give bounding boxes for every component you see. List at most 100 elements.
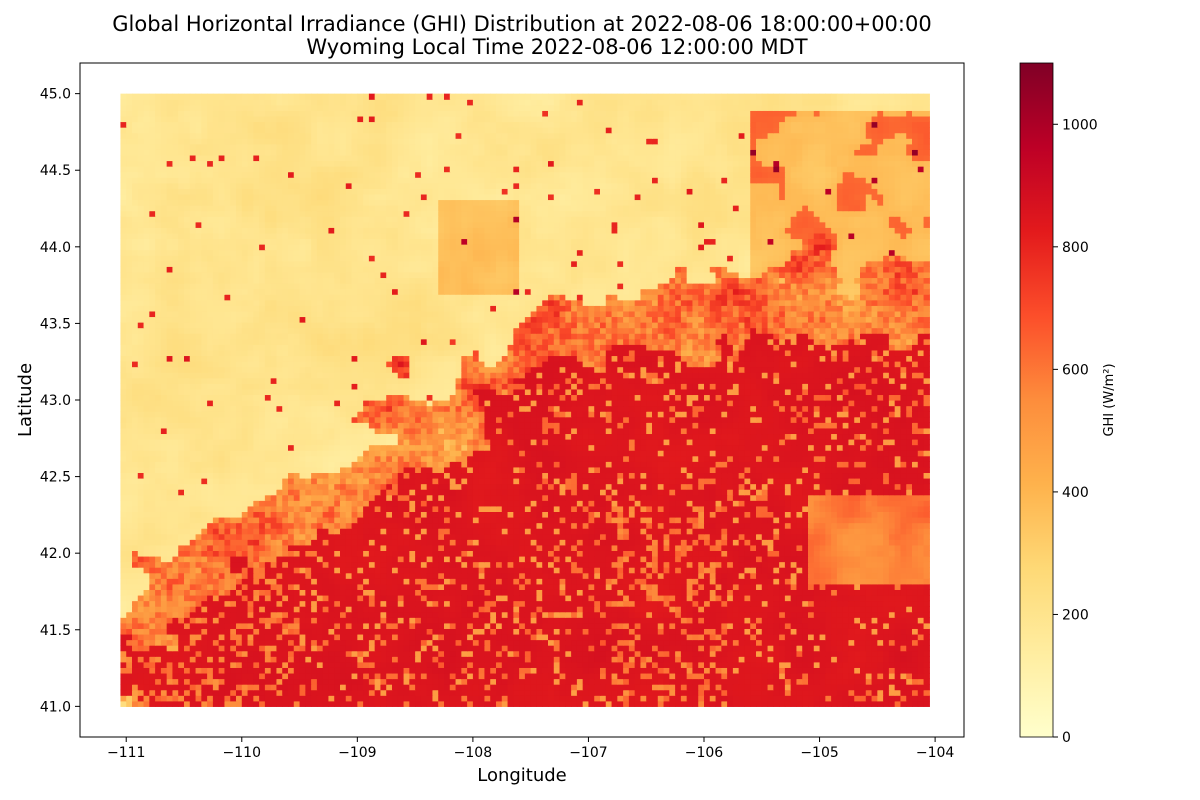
heatmap-cell [374, 583, 382, 590]
heatmap-cell [542, 572, 549, 579]
heatmap-cell [565, 589, 572, 596]
heatmap-cell [842, 589, 850, 596]
heatmap-cell [779, 656, 786, 663]
heatmap-cell [779, 589, 786, 596]
heatmap-cell [160, 650, 168, 657]
heatmap-cell [519, 511, 526, 518]
heatmap-cell [490, 650, 497, 657]
heatmap-cell [484, 611, 491, 618]
heatmap-cell [605, 617, 613, 624]
heatmap-cell [773, 528, 780, 535]
heatmap-cell [264, 539, 272, 546]
heatmap-cell [542, 594, 549, 602]
heatmap-cell [594, 650, 601, 657]
heatmap-cell [386, 516, 393, 524]
heatmap-cell [640, 600, 647, 607]
heatmap-cell [299, 667, 306, 674]
heatmap-cell [149, 617, 156, 624]
heatmap-cell [143, 700, 150, 707]
heatmap-cell [143, 678, 150, 685]
heatmap-cell [288, 622, 295, 629]
heatmap-cell [386, 589, 393, 596]
heatmap-cell [311, 555, 318, 563]
heatmap-cell [588, 667, 595, 674]
heatmap-cell [264, 678, 272, 685]
heatmap-cell [860, 661, 867, 668]
heatmap-cell [750, 650, 757, 657]
heatmap-cell [756, 689, 763, 696]
heatmap-cell [646, 544, 653, 551]
heatmap-cell [652, 567, 659, 574]
heatmap-cell [247, 700, 254, 707]
heatmap-cell [311, 611, 318, 618]
heatmap-cell [842, 628, 850, 635]
heatmap-cell [779, 667, 786, 674]
heatmap-cell [542, 661, 549, 668]
heatmap-cell [132, 550, 139, 557]
heatmap-cell [259, 600, 266, 607]
heatmap-cell [351, 511, 358, 518]
heatmap-cell [813, 700, 821, 707]
heatmap-cell [126, 650, 133, 657]
heatmap-cell [524, 700, 532, 707]
heatmap-cell [212, 578, 220, 585]
heatmap-cell [617, 684, 624, 691]
heatmap-cell [860, 606, 867, 613]
heatmap-cell [201, 700, 208, 707]
heatmap-cell [640, 539, 647, 546]
heatmap-cell [264, 645, 272, 652]
heatmap-cell [617, 622, 624, 629]
heatmap-cell [628, 650, 636, 657]
heatmap-cell [565, 555, 572, 563]
heatmap-cell [675, 617, 682, 624]
heatmap-cell [634, 639, 642, 646]
heatmap-cell [189, 645, 197, 652]
heatmap-cell [426, 572, 434, 579]
heatmap-cell [912, 544, 919, 551]
heatmap-cell [600, 700, 607, 707]
heatmap-cell [357, 684, 364, 691]
heatmap-cell [311, 639, 318, 646]
heatmap-cell [513, 622, 520, 629]
heatmap-cell [559, 594, 566, 602]
heatmap-cell [253, 567, 260, 574]
heatmap-cell [571, 533, 578, 540]
heatmap-cell [542, 611, 549, 618]
heatmap-cell [207, 522, 214, 529]
heatmap-cell [455, 700, 462, 707]
heatmap-cell [461, 539, 468, 546]
heatmap-cell [854, 567, 861, 574]
heatmap-cell [392, 544, 399, 551]
heatmap-cell [363, 583, 370, 590]
heatmap-cell [293, 611, 301, 618]
heatmap-cell [548, 639, 555, 646]
heatmap-cell [883, 578, 890, 585]
heatmap-cell [802, 684, 809, 691]
heatmap-cell [906, 633, 913, 641]
heatmap-cell [374, 661, 382, 668]
heatmap-cell [825, 606, 832, 613]
heatmap-cell [542, 667, 549, 674]
heatmap-cell [409, 645, 416, 652]
heatmap-cell [392, 533, 399, 540]
heatmap-cell [790, 539, 798, 546]
heatmap-cell [270, 578, 278, 585]
heatmap-cell [189, 633, 197, 641]
heatmap-cell [773, 622, 780, 629]
heatmap-cell [316, 533, 324, 540]
heatmap-cell [732, 633, 740, 641]
heatmap-cell [155, 589, 162, 596]
heatmap-cell [345, 611, 353, 618]
heatmap-cell [831, 555, 838, 563]
heatmap-cell [900, 583, 907, 590]
heatmap-cell [600, 583, 607, 590]
heatmap-cell [184, 516, 191, 524]
heatmap-cell [686, 544, 694, 551]
heatmap-cell [299, 700, 306, 707]
heatmap-cell [444, 678, 451, 685]
heatmap-cell [201, 672, 208, 680]
heatmap-cell [288, 555, 295, 563]
heatmap-cell [328, 695, 335, 702]
heatmap-cell [813, 600, 821, 607]
heatmap-cell [917, 533, 925, 540]
